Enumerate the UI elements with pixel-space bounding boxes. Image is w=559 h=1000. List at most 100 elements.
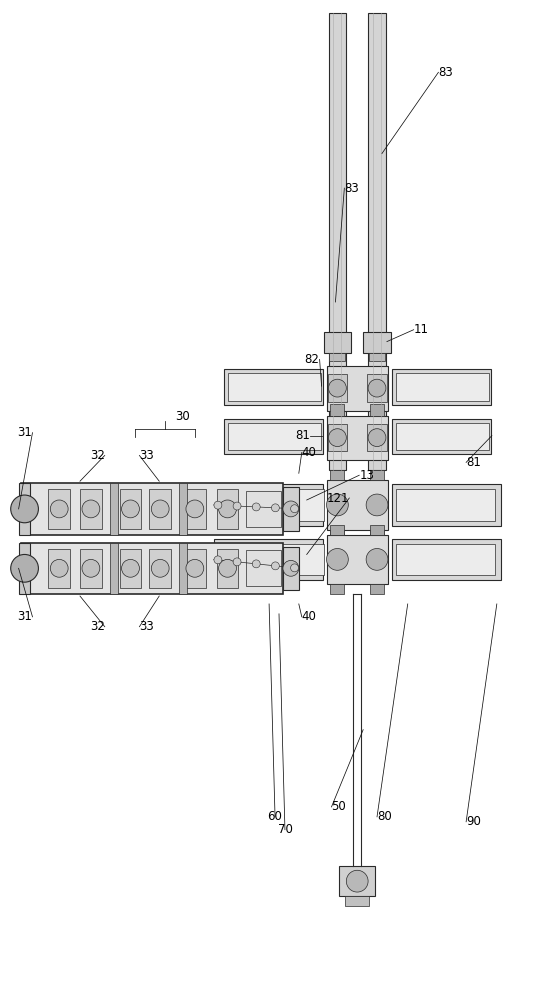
Bar: [326, 366, 388, 411]
Bar: [120, 489, 141, 529]
Bar: [217, 549, 238, 588]
Bar: [330, 525, 344, 535]
Circle shape: [366, 549, 388, 570]
Text: 31: 31: [17, 610, 32, 623]
Circle shape: [347, 870, 368, 892]
Text: 83: 83: [438, 66, 453, 79]
Bar: [272, 489, 324, 521]
Text: 40: 40: [302, 446, 316, 459]
Bar: [179, 483, 187, 535]
Bar: [80, 489, 102, 529]
Circle shape: [252, 503, 260, 511]
Bar: [228, 373, 321, 401]
Bar: [21, 543, 283, 594]
Bar: [110, 543, 117, 594]
Circle shape: [329, 429, 347, 447]
Bar: [370, 404, 384, 416]
Bar: [370, 525, 384, 535]
Circle shape: [186, 559, 204, 577]
Circle shape: [366, 494, 388, 516]
Bar: [120, 549, 141, 588]
Bar: [184, 549, 206, 588]
Circle shape: [82, 559, 100, 577]
Bar: [247, 491, 281, 527]
Bar: [345, 896, 369, 906]
Bar: [330, 470, 344, 480]
Circle shape: [151, 500, 169, 518]
Text: 32: 32: [90, 449, 105, 462]
Circle shape: [233, 558, 241, 566]
Circle shape: [326, 549, 348, 570]
Circle shape: [329, 379, 347, 397]
Bar: [330, 404, 344, 416]
Bar: [48, 549, 70, 588]
Circle shape: [50, 559, 68, 577]
Text: 50: 50: [331, 800, 346, 813]
Bar: [149, 549, 171, 588]
Bar: [247, 550, 281, 586]
Bar: [283, 487, 299, 531]
Circle shape: [233, 502, 241, 510]
Bar: [370, 584, 384, 594]
Bar: [217, 489, 277, 521]
Bar: [363, 332, 391, 353]
Bar: [328, 424, 347, 451]
Bar: [48, 489, 70, 529]
Bar: [392, 539, 501, 580]
Bar: [339, 866, 375, 896]
Text: 40: 40: [302, 610, 316, 623]
Text: 83: 83: [344, 182, 359, 195]
Bar: [18, 543, 31, 594]
Bar: [21, 483, 283, 535]
Bar: [367, 374, 387, 402]
Circle shape: [283, 560, 299, 576]
Text: 90: 90: [466, 815, 481, 828]
Bar: [396, 423, 489, 450]
Circle shape: [122, 559, 139, 577]
Circle shape: [326, 494, 348, 516]
Circle shape: [272, 562, 280, 570]
Bar: [228, 423, 321, 450]
Bar: [367, 424, 387, 451]
Text: 33: 33: [139, 620, 154, 633]
Text: 81: 81: [466, 456, 481, 469]
Bar: [326, 535, 388, 584]
Text: 60: 60: [268, 810, 282, 823]
Circle shape: [186, 500, 204, 518]
Bar: [392, 419, 491, 454]
Text: 81: 81: [295, 429, 310, 442]
Circle shape: [219, 559, 236, 577]
Text: 32: 32: [90, 620, 105, 633]
Bar: [392, 484, 501, 526]
Circle shape: [11, 495, 39, 523]
Bar: [18, 483, 31, 535]
Text: 13: 13: [359, 469, 374, 482]
Bar: [370, 530, 384, 540]
Text: 121: 121: [327, 492, 349, 505]
Bar: [272, 544, 324, 575]
Bar: [328, 374, 347, 402]
Bar: [329, 353, 345, 361]
Bar: [217, 544, 277, 575]
Bar: [184, 489, 206, 529]
Bar: [224, 419, 323, 454]
Circle shape: [50, 500, 68, 518]
Bar: [368, 13, 386, 470]
Text: 82: 82: [305, 353, 320, 366]
Circle shape: [11, 554, 39, 582]
Bar: [214, 539, 323, 580]
Bar: [149, 489, 171, 529]
Bar: [396, 489, 495, 521]
Circle shape: [122, 500, 139, 518]
Circle shape: [368, 379, 386, 397]
Circle shape: [368, 429, 386, 447]
Text: 11: 11: [414, 323, 429, 336]
Text: 31: 31: [17, 426, 32, 439]
Bar: [329, 13, 347, 470]
Text: 70: 70: [277, 823, 292, 836]
Bar: [326, 480, 388, 530]
Bar: [214, 484, 323, 526]
Circle shape: [291, 564, 299, 572]
Text: 80: 80: [377, 810, 392, 823]
Text: 30: 30: [176, 410, 190, 423]
